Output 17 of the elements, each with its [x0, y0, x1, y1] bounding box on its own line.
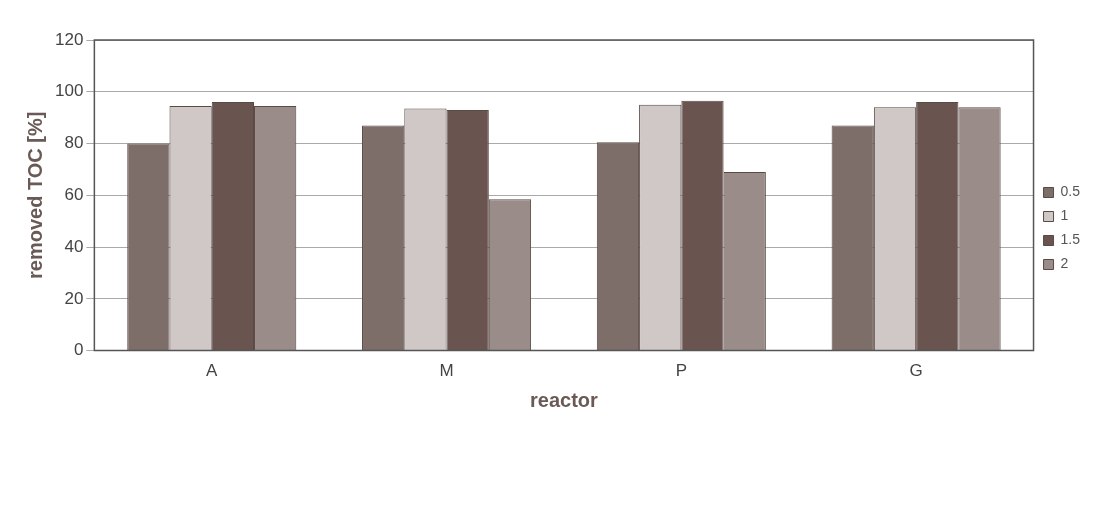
- y-tick-label: 100: [54, 81, 84, 101]
- x-tick-label: M: [439, 361, 454, 381]
- legend-label: 2: [1060, 255, 1069, 272]
- y-axis-title: removed TOC [%]: [23, 111, 46, 280]
- y-tick-label: 0: [73, 340, 84, 360]
- x-tick-label: G: [909, 361, 923, 381]
- x-axis-title: reactor: [530, 388, 599, 411]
- legend-label: 0.5: [1060, 183, 1081, 200]
- y-tick-label: 120: [54, 29, 84, 49]
- x-tick-label: A: [206, 361, 219, 381]
- legend-label: 1: [1060, 207, 1069, 224]
- legend-label: 1.5: [1060, 231, 1081, 248]
- y-tick-label: 40: [64, 236, 84, 256]
- y-tick-label: 60: [64, 184, 84, 204]
- x-tick-label: P: [675, 361, 688, 381]
- y-tick-label: 80: [64, 133, 84, 153]
- y-tick-label: 20: [64, 288, 84, 308]
